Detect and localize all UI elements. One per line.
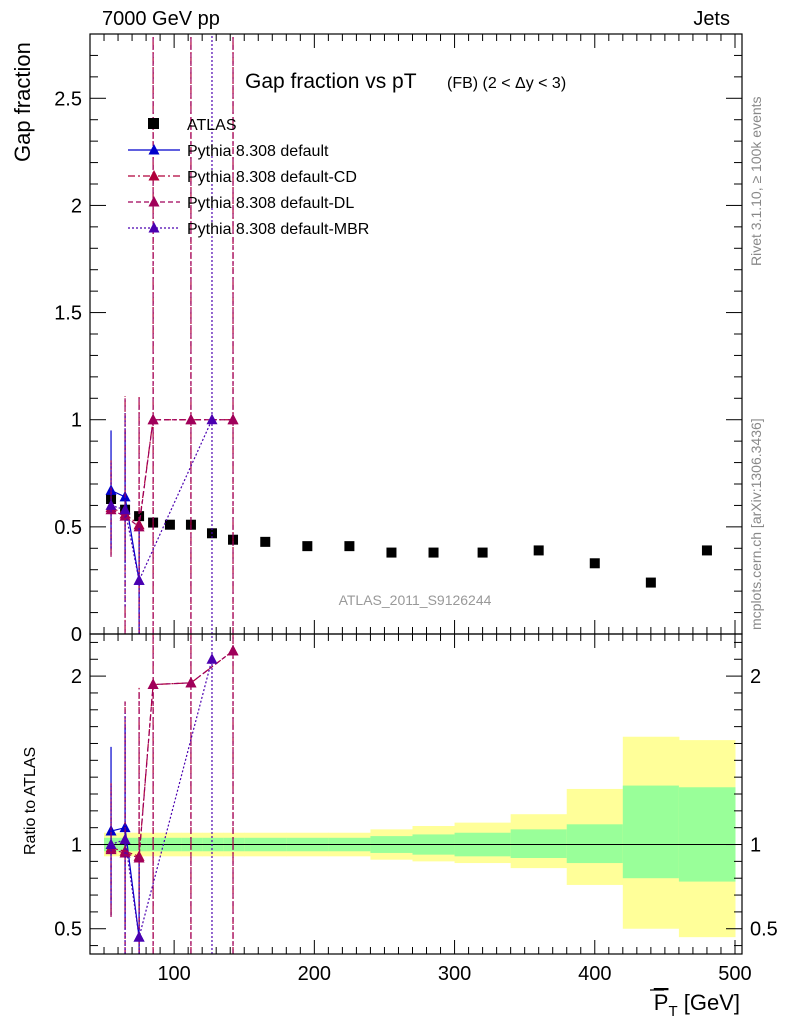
series-2-ratio-marker: [185, 676, 197, 688]
green-band-bin: [566, 824, 624, 864]
x-tick-label: 400: [578, 963, 611, 985]
atlas-data-point: [428, 547, 439, 558]
ratio-y-tick-label-right: 1: [750, 835, 761, 857]
atlas-data-point: [701, 545, 712, 556]
legend-marker-3: [148, 222, 160, 233]
main-plot-area: [105, 34, 712, 634]
atlas-data-point: [260, 536, 271, 547]
series-2-ratio-marker: [227, 644, 239, 656]
legend-marker-atlas: [148, 118, 159, 129]
series-2-ratio-marker: [147, 678, 159, 690]
series-1-ratio-line: [110, 650, 234, 858]
green-band-bin: [622, 785, 680, 879]
legend-label-1: Pythia 8.308 default-CD: [187, 169, 357, 186]
header-left: 7000 GeV pp: [102, 8, 220, 30]
x-axis-label: PT [GeV]: [654, 990, 740, 1020]
main-y-tick-label: 0.5: [54, 517, 82, 539]
series-3-ratio-marker: [105, 838, 117, 850]
atlas-data-point: [533, 545, 544, 556]
x-tick-label: 300: [438, 963, 471, 985]
main-y-tick-label: 2.5: [54, 88, 82, 110]
x-tick-label: 100: [157, 963, 190, 985]
atlas-data-point: [645, 577, 656, 588]
atlas-data-point: [386, 547, 397, 558]
legend-label-3: Pythia 8.308 default-MBR: [187, 221, 369, 238]
green-band-bin: [678, 787, 736, 882]
header-right: Jets: [693, 8, 730, 30]
atlas-data-point: [477, 547, 488, 558]
series-3-ratio-line: [110, 659, 213, 938]
legend-marker-0: [148, 144, 160, 155]
legend-marker-1: [148, 170, 160, 181]
series-3-ratio-marker: [206, 653, 218, 664]
atlas-data-point: [164, 519, 175, 530]
series-3-ratio-marker: [133, 931, 145, 942]
series-3-marker: [206, 413, 218, 425]
main-y-tick-label: 1: [71, 410, 82, 432]
legend-label-atlas: ATLAS: [187, 117, 237, 134]
ratio-y-tick-label-right: 0.5: [750, 919, 778, 941]
x-tick-label: 200: [298, 963, 331, 985]
atlas-data-point: [589, 558, 600, 569]
x-tick-label: 500: [718, 963, 751, 985]
chart-title-suffix: (FB) (2 < Δy < 3): [447, 75, 566, 92]
series-2-marker: [119, 510, 131, 521]
series-2-marker: [227, 413, 239, 425]
series-2-ratio-line: [110, 650, 234, 859]
series-2-marker: [147, 413, 159, 425]
chart-title: Gap fraction vs pT: [245, 70, 417, 93]
series-2-ratio-marker: [133, 852, 145, 863]
ratio-uncertainty-bands: [90, 736, 742, 938]
series-3-ratio-marker: [119, 833, 131, 844]
green-band-bin: [510, 829, 568, 858]
series-2-marker: [133, 520, 145, 532]
legend-marker-2: [148, 196, 160, 207]
legend-label-0: Pythia 8.308 default: [187, 143, 329, 160]
ratio-plot-area: [105, 634, 239, 954]
series-3-marker: [105, 499, 117, 510]
analysis-id: ATLAS_2011_S9126244: [339, 592, 492, 608]
axes: 100 200 300 400 500 0 0.5 1 1.5 2 2.5 0.5 0.5 1 1 2 2: [54, 33, 778, 985]
series-2-marker: [185, 413, 197, 425]
ratio-y-tick-label-right: 2: [750, 666, 761, 688]
series-3-marker: [133, 574, 145, 585]
atlas-data-point: [344, 541, 355, 552]
series-3-marker: [119, 503, 131, 515]
legend: ATLAS Pythia 8.308 default Pythia 8.308 de…: [128, 117, 369, 238]
main-y-tick-label: 1.5: [54, 303, 82, 325]
ratio-y-tick-label: 1: [71, 835, 82, 857]
ratio-y-tick-label: 2: [71, 666, 82, 688]
atlas-data-point: [302, 541, 313, 552]
main-y-tick-label: 2: [71, 195, 82, 217]
main-y-tick-label: 0: [71, 624, 82, 646]
atlas-data-point: [134, 511, 145, 522]
legend-label-2: Pythia 8.308 default-DL: [187, 195, 354, 212]
series-0-ratio-marker: [119, 821, 131, 833]
chart-texts: Gap fraction vs pT (FB) (2 < Δy < 3) ATLAS…: [245, 70, 740, 1020]
ratio-y-tick-label: 0.5: [54, 919, 82, 941]
